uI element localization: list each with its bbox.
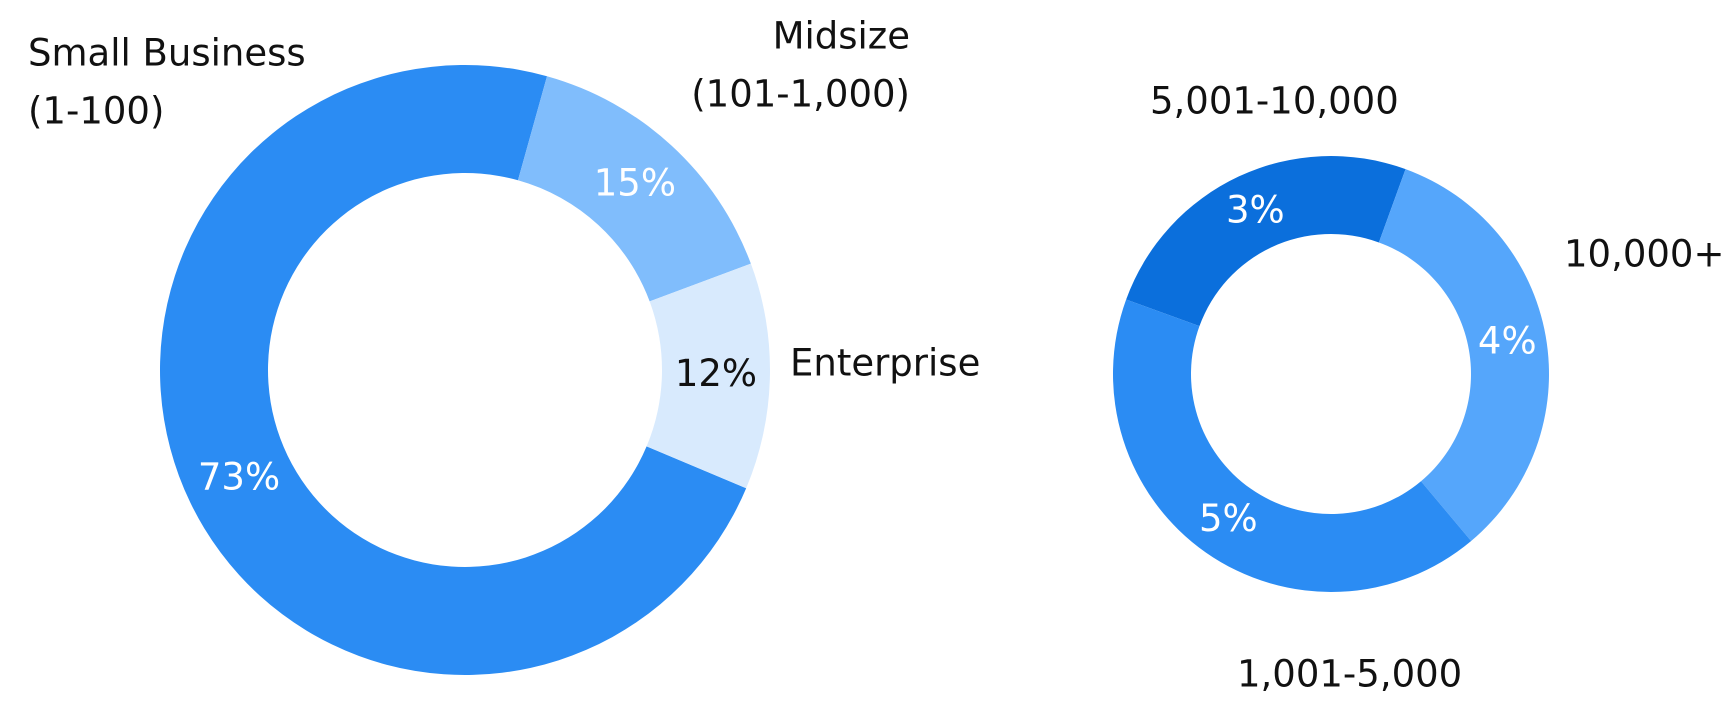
value-label: 12% [675, 352, 757, 395]
value-label: 5% [1199, 497, 1258, 540]
category-label: 5,001-10,000 [1150, 80, 1399, 123]
category-label: Midsize [773, 15, 910, 58]
donut-segment [646, 263, 771, 489]
donut-segment [517, 76, 751, 302]
donut-segment [1126, 156, 1406, 327]
category-label: 1,001-5,000 [1237, 653, 1462, 696]
category-label: 10,000+ [1564, 233, 1724, 276]
category-label: Enterprise [790, 342, 980, 385]
value-label: 4% [1478, 319, 1537, 362]
category-label: (1-100) [28, 90, 164, 133]
value-label: 73% [198, 456, 280, 499]
donut-segment [160, 65, 747, 675]
category-label: Small Business [28, 32, 306, 75]
value-label: 3% [1226, 188, 1285, 231]
donut-segment [1113, 299, 1472, 592]
value-label: 15% [594, 162, 676, 205]
donut-segment [1378, 169, 1549, 541]
category-label: (101-1,000) [691, 73, 910, 116]
